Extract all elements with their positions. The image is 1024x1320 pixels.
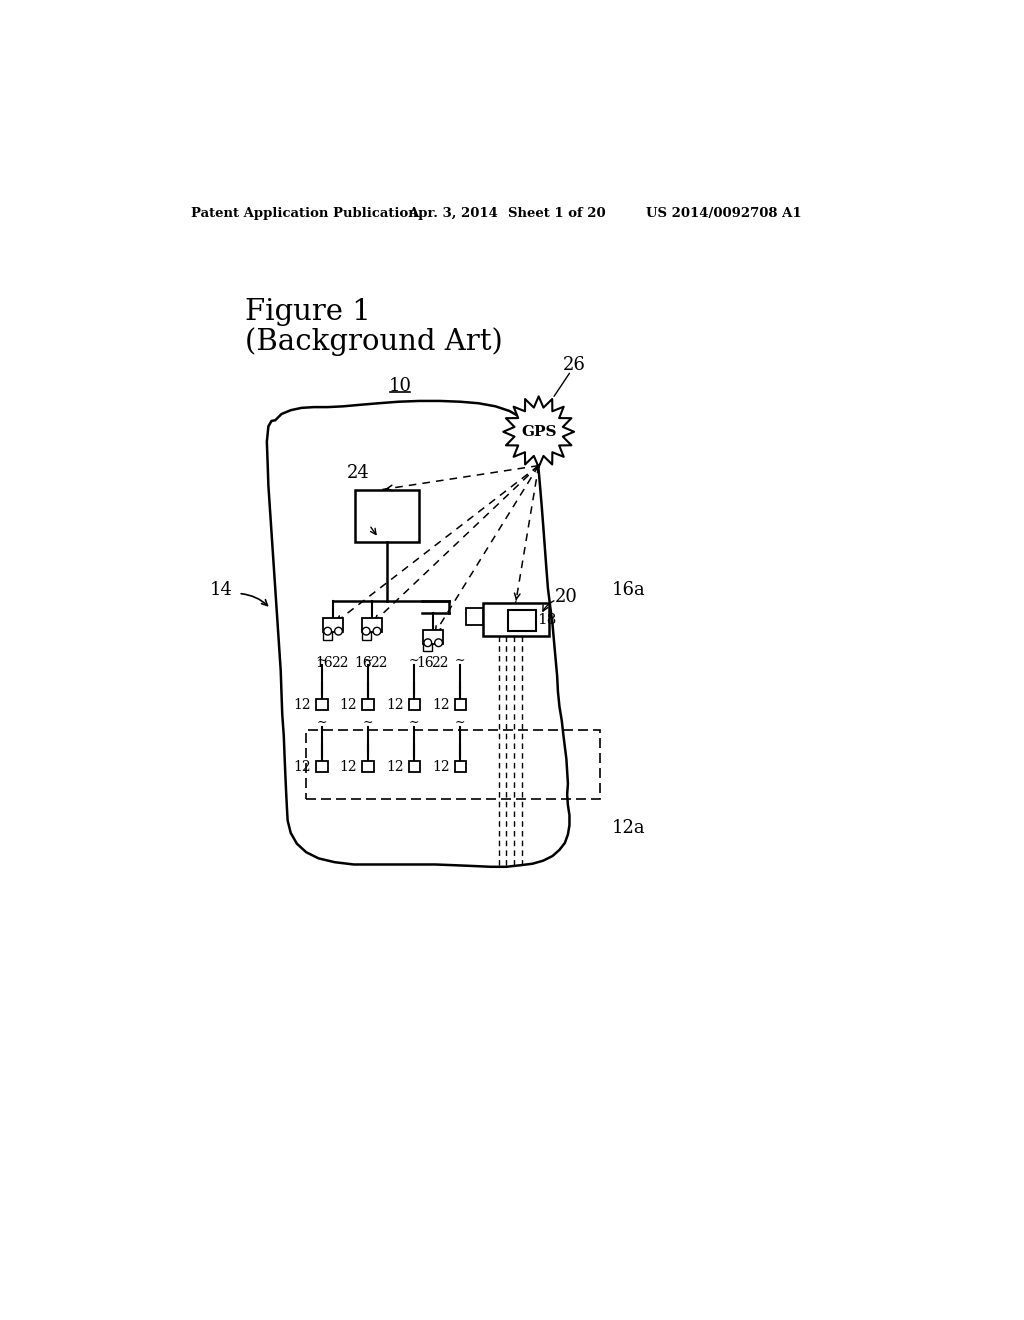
Bar <box>323 618 343 632</box>
Bar <box>455 700 466 710</box>
Circle shape <box>324 627 332 635</box>
Bar <box>362 760 374 772</box>
Text: 12: 12 <box>294 760 311 774</box>
Bar <box>409 700 420 710</box>
Text: (Background Art): (Background Art) <box>245 327 502 356</box>
Text: ∼: ∼ <box>409 653 419 667</box>
Bar <box>306 730 600 799</box>
Circle shape <box>424 639 432 647</box>
Text: Sheet 1 of 20: Sheet 1 of 20 <box>508 207 605 220</box>
Text: ∼: ∼ <box>455 653 465 667</box>
Text: 24: 24 <box>346 463 369 482</box>
Text: 12: 12 <box>432 698 450 711</box>
Text: 12: 12 <box>340 760 357 774</box>
Text: 12: 12 <box>386 760 403 774</box>
Circle shape <box>435 639 442 647</box>
Text: ∼: ∼ <box>362 653 373 667</box>
Text: Patent Application Publication: Patent Application Publication <box>190 207 418 220</box>
Bar <box>355 490 419 543</box>
Text: 16: 16 <box>354 656 372 669</box>
Bar <box>323 632 333 640</box>
Text: 18: 18 <box>538 614 556 627</box>
Bar <box>361 618 382 632</box>
Bar <box>423 630 443 644</box>
Text: 12: 12 <box>386 698 403 711</box>
Text: ∼: ∼ <box>409 715 419 729</box>
Text: US 2014/0092708 A1: US 2014/0092708 A1 <box>646 207 802 220</box>
Text: 10: 10 <box>388 376 412 395</box>
Text: 20: 20 <box>555 589 578 606</box>
Bar <box>483 603 549 636</box>
Text: 12: 12 <box>340 698 357 711</box>
Text: 22: 22 <box>331 656 349 669</box>
Text: 12: 12 <box>432 760 450 774</box>
Bar <box>316 700 328 710</box>
Text: 16: 16 <box>315 656 334 669</box>
Text: 14: 14 <box>210 581 232 598</box>
Bar <box>409 760 420 772</box>
Text: 12: 12 <box>294 698 311 711</box>
Text: ∼: ∼ <box>455 715 465 729</box>
Circle shape <box>362 627 370 635</box>
Bar <box>361 632 371 640</box>
Text: Figure 1: Figure 1 <box>245 298 371 326</box>
Text: ∼: ∼ <box>316 715 327 729</box>
Bar <box>455 760 466 772</box>
Circle shape <box>335 627 342 635</box>
Text: 16a: 16a <box>611 581 645 598</box>
Text: ∼: ∼ <box>362 715 373 729</box>
Circle shape <box>373 627 381 635</box>
Polygon shape <box>503 396 574 467</box>
Text: 22: 22 <box>431 656 449 669</box>
Text: ∼: ∼ <box>316 653 327 667</box>
Bar <box>508 610 536 631</box>
Text: Apr. 3, 2014: Apr. 3, 2014 <box>408 207 498 220</box>
Text: 12a: 12a <box>611 820 645 837</box>
Bar <box>466 609 483 626</box>
Text: 26: 26 <box>562 356 586 374</box>
Bar <box>362 700 374 710</box>
Text: 22: 22 <box>370 656 387 669</box>
Text: 16: 16 <box>416 656 433 669</box>
Bar <box>316 760 328 772</box>
Text: GPS: GPS <box>521 425 556 438</box>
Bar <box>423 644 432 651</box>
